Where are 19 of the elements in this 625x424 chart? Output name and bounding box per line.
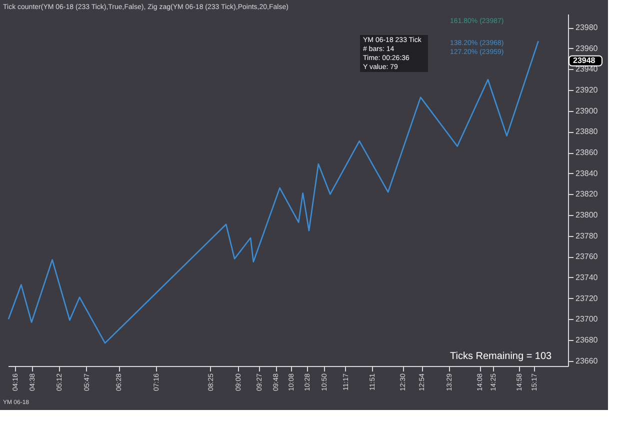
- y-tick-label: 23720: [576, 294, 598, 303]
- annotation: Ticks Remaining = 103: [450, 351, 552, 362]
- y-tick-label: 23940: [576, 64, 598, 74]
- y-tick-label: 23760: [576, 252, 598, 262]
- y-tick-label: 23780: [576, 231, 598, 240]
- y-tick-label: 23840: [576, 168, 598, 178]
- y-tick-label: 23920: [576, 86, 598, 95]
- annotation: 23948: [573, 56, 596, 65]
- y-tick-label: 23860: [576, 148, 598, 158]
- y-tick-label: 23740: [576, 272, 598, 282]
- y-tick-label: 23880: [576, 127, 598, 136]
- y-tick-label: 23800: [576, 210, 598, 220]
- y-tick-label: 23680: [576, 335, 598, 344]
- y-tick-label: 23980: [576, 23, 598, 32]
- y-tick-label: 23960: [576, 44, 598, 53]
- y-tick-label: 23660: [576, 356, 598, 366]
- y-tick-label: 23700: [576, 314, 598, 324]
- y-tick-label: 23820: [576, 190, 598, 199]
- y-tick-label: 23900: [576, 106, 598, 116]
